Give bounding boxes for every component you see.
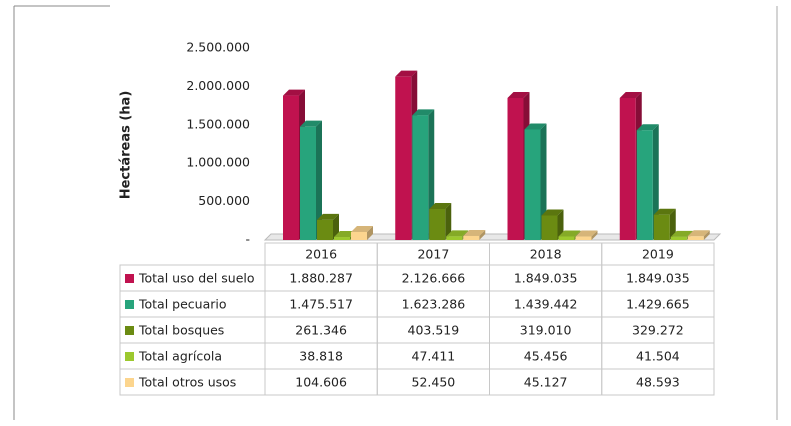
- bar-top: [653, 208, 676, 215]
- column-header: 2016: [305, 247, 337, 262]
- bar: [283, 95, 299, 240]
- table-value: 52.450: [412, 375, 456, 390]
- legend-key: [125, 378, 134, 387]
- bar-top: [283, 89, 305, 96]
- table-value: 45.127: [524, 375, 568, 390]
- bar: [575, 236, 592, 240]
- bar: [687, 236, 704, 240]
- table-value: 1.849.035: [626, 271, 690, 286]
- bar: [412, 115, 429, 240]
- bar-side: [652, 124, 659, 240]
- bar: [619, 97, 636, 240]
- bar-top: [558, 230, 581, 237]
- bar-top: [541, 209, 564, 216]
- bar-top: [575, 230, 598, 237]
- bar: [300, 126, 316, 240]
- bar: [351, 231, 367, 240]
- bar-side: [333, 213, 339, 240]
- bar: [524, 129, 541, 240]
- column-header: 2019: [642, 247, 674, 262]
- bar-top: [524, 123, 547, 130]
- bar-top: [429, 203, 452, 210]
- bar-top: [636, 124, 659, 131]
- table-value: 1.429.665: [626, 297, 690, 312]
- bar: [334, 237, 350, 240]
- bar-top: [300, 120, 322, 127]
- bar: [463, 235, 480, 240]
- bar-top: [446, 230, 469, 237]
- y-tick-label: 500.000: [198, 193, 250, 208]
- bar-side: [316, 120, 322, 240]
- legend-key: [125, 326, 134, 335]
- bar: [507, 97, 524, 240]
- table-value: 45.456: [524, 349, 568, 364]
- bar-side: [703, 230, 710, 240]
- bar-top: [619, 91, 642, 98]
- bar: [541, 215, 558, 240]
- bar: [636, 130, 653, 240]
- bar-side: [367, 225, 373, 240]
- bar-side: [591, 230, 598, 240]
- bar: [446, 236, 463, 240]
- table-value: 1.623.286: [402, 297, 466, 312]
- bar-top: [463, 229, 486, 236]
- y-tick-label: 1.000.000: [186, 155, 250, 170]
- bar-top: [317, 213, 339, 220]
- table-value: 261.346: [295, 323, 347, 338]
- y-axis-title: Hectáreas (ha): [119, 91, 134, 200]
- legend-label: Total bosques: [138, 323, 224, 338]
- legend-label: Total agrícola: [138, 349, 222, 364]
- table-cell: [601, 368, 715, 396]
- bar-top: [670, 230, 693, 237]
- bar-side: [669, 208, 676, 240]
- column-header: 2017: [417, 247, 449, 262]
- table-value: 104.606: [295, 375, 347, 390]
- bar-top: [351, 225, 373, 232]
- table-value: 38.818: [299, 349, 343, 364]
- table-value: 329.272: [632, 323, 684, 338]
- table-value: 47.411: [412, 349, 456, 364]
- table-value: 319.010: [520, 323, 572, 338]
- bar: [317, 219, 333, 240]
- table-value: 48.593: [636, 375, 680, 390]
- bar-side: [540, 123, 547, 240]
- bar: [670, 236, 687, 240]
- table-value: 1.439.442: [514, 297, 578, 312]
- table-value: 403.519: [408, 323, 460, 338]
- legend-key: [125, 300, 134, 309]
- legend-label: Total otros usos: [138, 375, 236, 390]
- table-value: 1.880.287: [289, 271, 353, 286]
- bar-side: [445, 203, 452, 240]
- bar-top: [507, 91, 530, 98]
- bar: [429, 209, 446, 240]
- legend-key: [125, 352, 134, 361]
- table-value: 1.475.517: [289, 297, 353, 312]
- bar-top: [395, 70, 418, 77]
- bar-top: [334, 231, 356, 238]
- table-value: 41.504: [636, 349, 680, 364]
- bar: [653, 214, 670, 240]
- bar: [558, 236, 575, 240]
- bar: [395, 76, 412, 240]
- bar-top: [412, 109, 435, 116]
- legend-label: Total uso del suelo: [138, 271, 255, 286]
- legend-key: [125, 274, 134, 283]
- y-tick-label: 2.500.000: [186, 40, 250, 55]
- legend-label: Total pecuario: [138, 297, 227, 312]
- y-tick-label: 1.500.000: [186, 116, 250, 131]
- table-value: 2.126.666: [402, 271, 466, 286]
- table-value: 1.849.035: [514, 271, 578, 286]
- bar-top: [687, 230, 710, 237]
- bar-side: [557, 209, 564, 240]
- column-header: 2018: [530, 247, 562, 262]
- y-tick-label: 2.000.000: [186, 78, 250, 93]
- bar-side: [479, 229, 486, 240]
- y-tick-label: -: [245, 232, 250, 247]
